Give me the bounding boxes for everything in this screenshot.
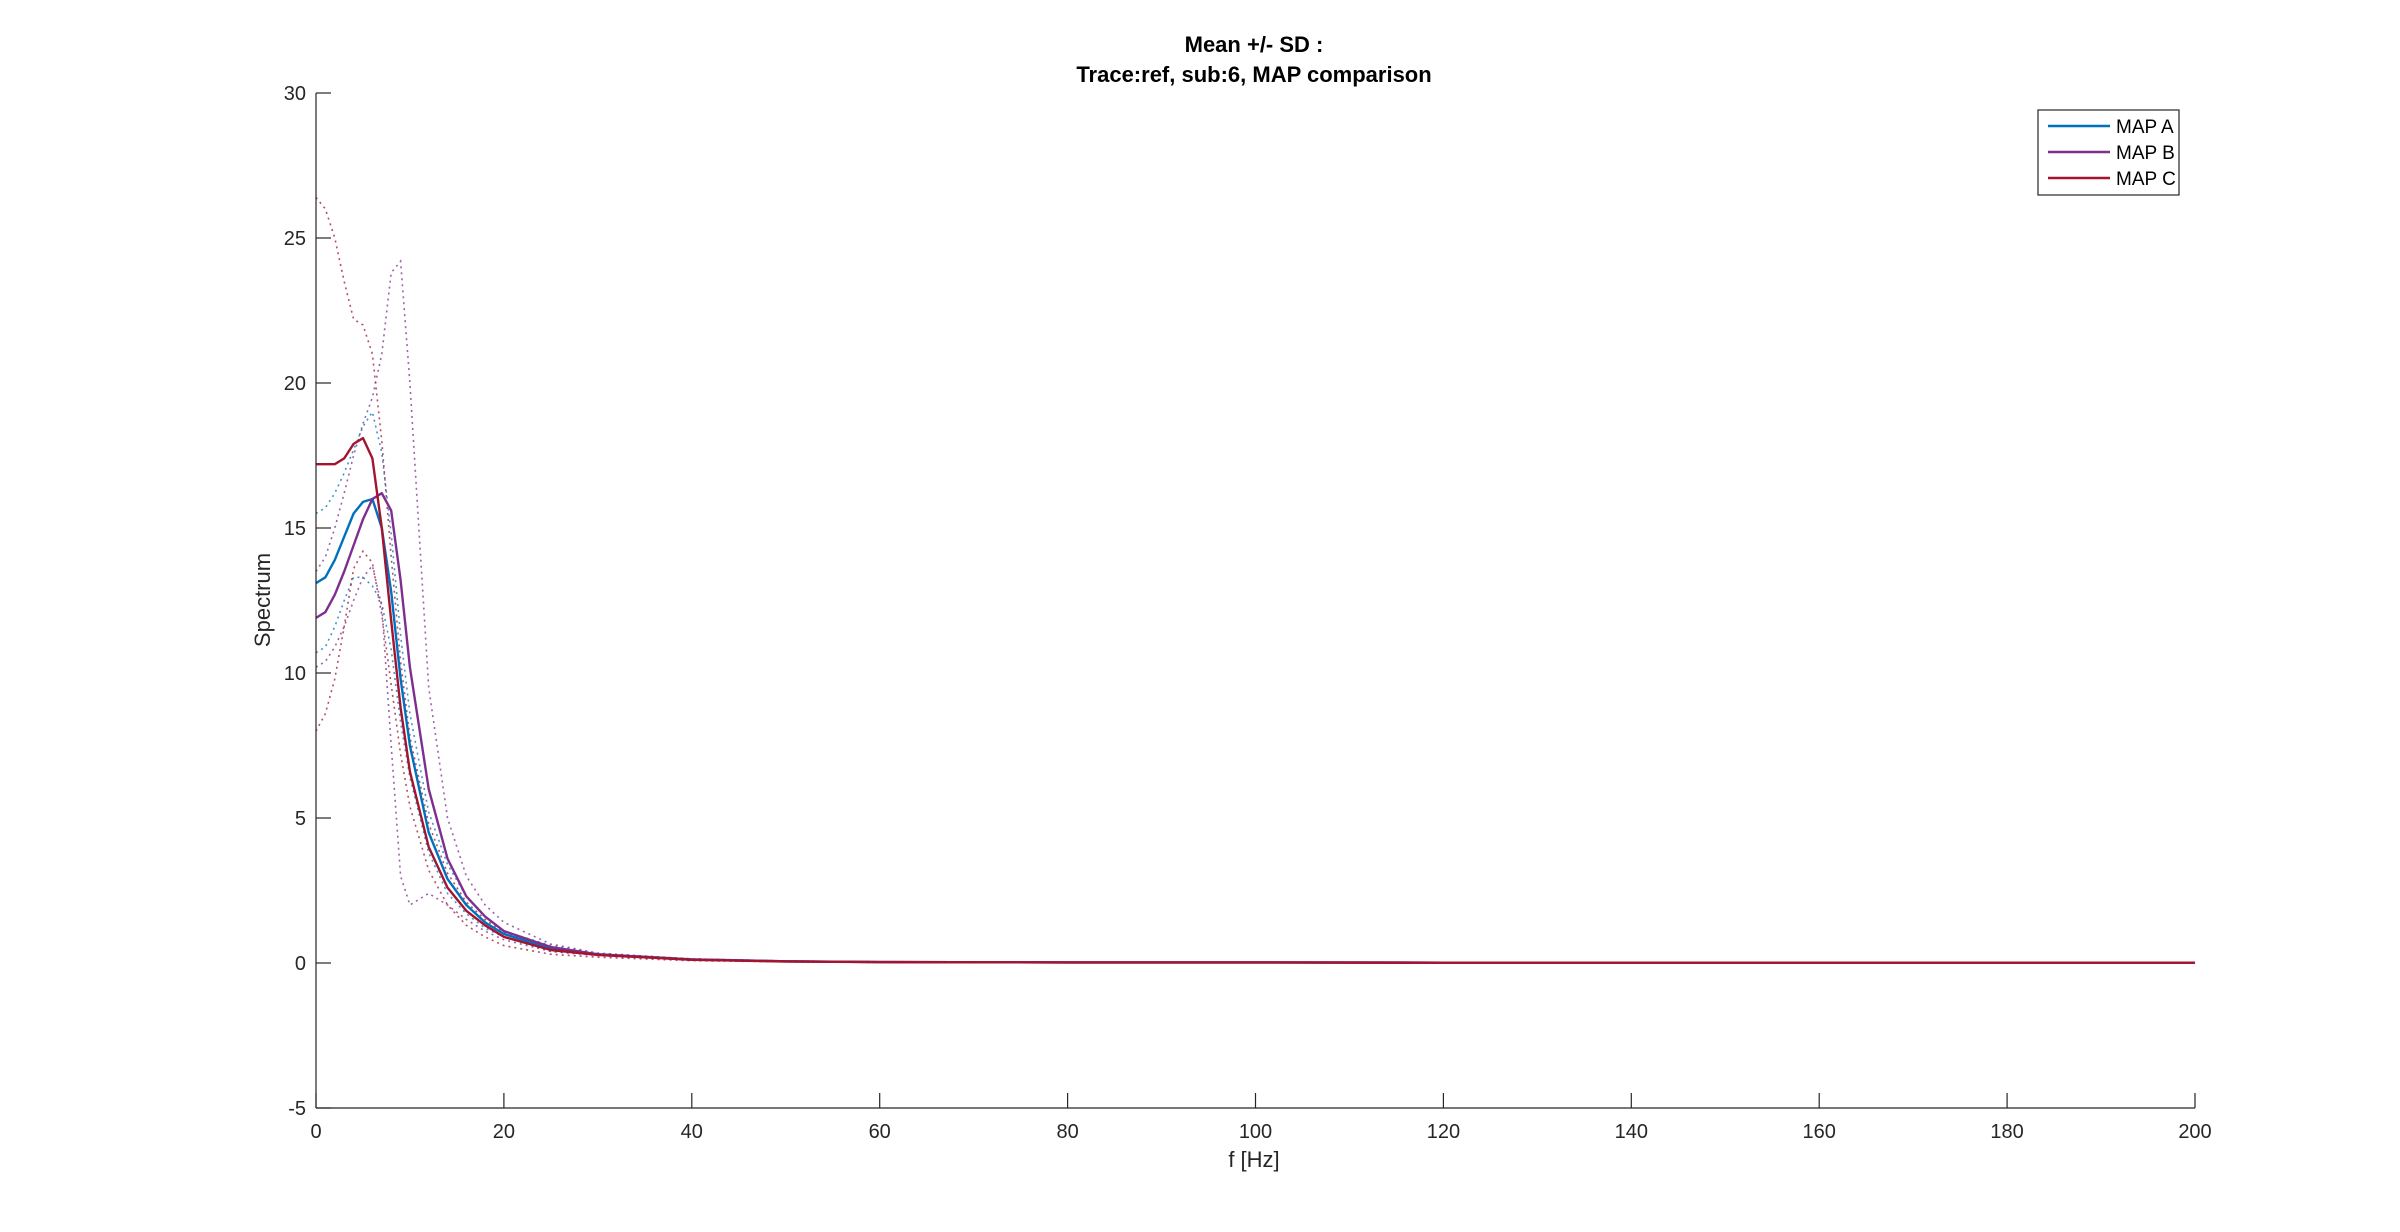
x-ticks: 0 20 40 60 80 100 120 140 160 180 200 (310, 1093, 2212, 1143)
plot-area (315, 196, 2195, 964)
title-line-1: Mean +/- SD : (1185, 32, 1324, 57)
x-tick-label: 160 (1803, 1121, 1836, 1143)
map-b-sd-lower-line (315, 563, 2195, 964)
x-tick-label: 140 (1615, 1121, 1648, 1143)
y-tick-label: -5 (288, 1098, 306, 1120)
legend[interactable]: MAP A MAP B MAP C (2037, 109, 2180, 196)
axes: 0 20 40 60 80 100 120 140 160 180 200 -50510152025… (250, 83, 2212, 1172)
x-tick-label: 100 (1239, 1121, 1272, 1143)
legend-label-map-b: MAP B (2116, 143, 2175, 164)
x-tick-label: 180 (1990, 1121, 2023, 1143)
y-axis-label: Spectrum (250, 553, 275, 647)
legend-entries: MAP A MAP B MAP C (2048, 117, 2176, 190)
x-tick-label: 60 (869, 1121, 891, 1143)
map-c-mean-line (316, 436, 2195, 964)
chart-title: Mean +/- SD : Trace:ref, sub:6, MAP comp… (1076, 32, 1431, 87)
y-tick-label: 5 (295, 808, 306, 830)
y-tick-label: 10 (284, 663, 306, 685)
x-tick-label: 200 (2178, 1121, 2211, 1143)
title-line-2: Trace:ref, sub:6, MAP comparison (1076, 62, 1431, 87)
y-tick-label: 0 (295, 953, 306, 975)
map-b-sd-upper-line (315, 259, 2195, 964)
x-axis-label: f [Hz] (1228, 1147, 1279, 1172)
x-tick-label: 120 (1427, 1121, 1460, 1143)
map-a-sd-lower-line (315, 576, 2195, 964)
legend-label-map-a: MAP A (2116, 117, 2174, 138)
y-tick-label: 15 (284, 518, 306, 540)
y-tick-label: 25 (284, 228, 306, 250)
mean-lines (315, 436, 2195, 964)
y-ticks: -5 0 5 10 15 20 25 30 (284, 83, 331, 1120)
x-tick-label: 40 (681, 1121, 703, 1143)
x-tick-label: 20 (493, 1121, 515, 1143)
legend-label-map-c: MAP C (2116, 169, 2176, 190)
y-tick-label: 20 (284, 373, 306, 395)
y-tick-label: 30 (284, 83, 306, 105)
map-c-sd-upper-line (315, 196, 2195, 964)
x-tick-label: 0 (310, 1121, 321, 1143)
x-tick-label: 80 (1056, 1121, 1078, 1143)
